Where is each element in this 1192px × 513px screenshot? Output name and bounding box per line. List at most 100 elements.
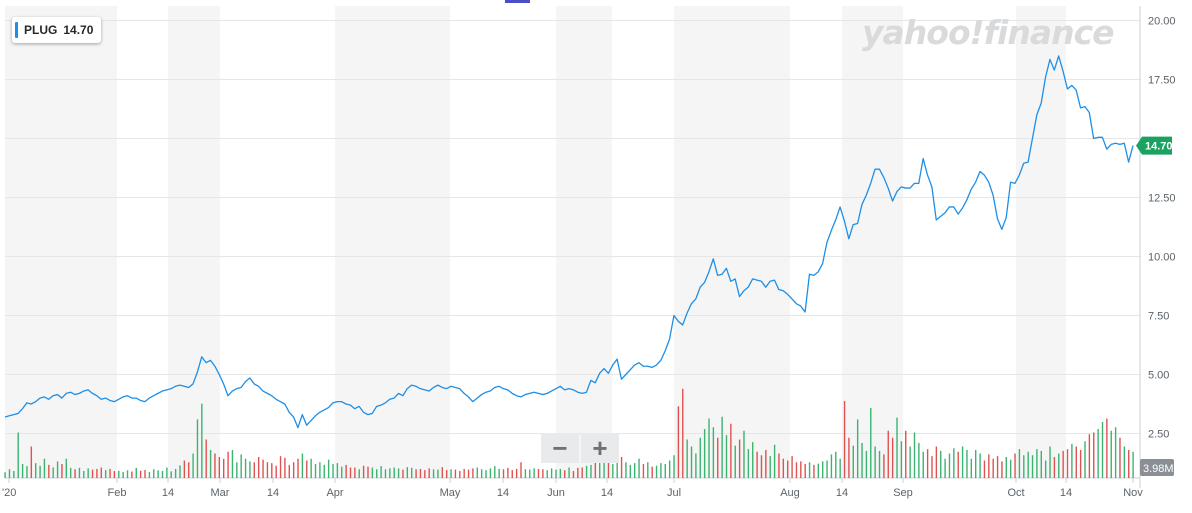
x-tick-label: 14: [601, 487, 613, 499]
volume-bar: [1009, 459, 1012, 479]
volume-bar: [975, 450, 977, 478]
volume-bar: [756, 451, 758, 478]
volume-bar: [585, 465, 588, 478]
volume-bar: [1110, 430, 1112, 478]
volume-bar: [157, 470, 159, 478]
volume-bar: [769, 456, 771, 479]
volume-bar: [900, 441, 903, 478]
x-tick-label: Mar: [211, 487, 230, 499]
volume-bar: [529, 469, 531, 478]
volume-bar: [568, 467, 570, 478]
volume-bar: [660, 463, 662, 479]
volume-bar: [830, 454, 833, 479]
volume-bar: [957, 451, 959, 478]
volume-bar: [581, 467, 583, 478]
volume-bar: [1001, 461, 1003, 479]
volume-bar: [109, 468, 111, 478]
volume-bar: [472, 468, 474, 479]
volume-bar: [148, 471, 151, 479]
volume-bar: [979, 453, 981, 478]
volume-bar: [870, 408, 872, 478]
x-tick-label: Apr: [326, 487, 343, 499]
volume-bar: [992, 458, 994, 478]
volume-bar: [502, 469, 505, 478]
volume-label: 3.98M: [1143, 463, 1174, 475]
volume-bar: [821, 461, 824, 479]
volume-bar: [843, 401, 846, 478]
volume-bar: [445, 470, 448, 479]
volume-bar: [922, 451, 924, 478]
y-tick-label: 20.00: [1148, 16, 1176, 28]
volume-bar: [682, 388, 684, 478]
volume-bar: [629, 464, 632, 479]
volume-bar: [402, 469, 404, 478]
volume-bar: [100, 467, 102, 478]
volume-bar: [284, 457, 286, 479]
volume-bar: [1023, 455, 1025, 478]
volume-bar: [397, 468, 400, 479]
month-band: [842, 6, 903, 478]
series-color-swatch: [15, 22, 18, 38]
x-tick-label: 14: [836, 487, 848, 499]
volume-bar: [56, 461, 59, 479]
volume-bar: [48, 464, 50, 479]
volume-bar: [677, 406, 680, 478]
volume-bar: [743, 430, 745, 478]
volume-bar: [852, 445, 854, 479]
volume-bar: [153, 469, 155, 478]
volume-bar: [599, 461, 601, 479]
volume-bar: [651, 466, 653, 479]
volume-bar: [266, 462, 269, 478]
volume-bar: [603, 457, 605, 478]
volume-bar: [944, 458, 946, 478]
volume-bar: [642, 464, 645, 478]
volume-bar: [970, 458, 973, 478]
zoom-in-button[interactable]: +: [581, 433, 619, 463]
volume-bar: [1088, 434, 1091, 478]
y-tick-label: 7.50: [1148, 311, 1169, 323]
x-tick-label: Sep: [893, 487, 913, 499]
volume-bar: [323, 464, 325, 479]
volume-bar: [367, 466, 369, 479]
volume-bar: [196, 419, 199, 479]
volume-bar: [633, 463, 636, 479]
volume-bar: [537, 468, 540, 478]
volume-bar: [782, 458, 785, 478]
volume-bar: [804, 464, 806, 478]
volume-bar: [813, 464, 815, 479]
volume-bar: [371, 467, 374, 478]
volume-bar: [856, 419, 859, 479]
volume-bar: [909, 446, 911, 478]
x-tick-label: 14: [267, 487, 279, 499]
volume-bar: [620, 457, 623, 478]
x-tick-label: Nov: [1123, 487, 1143, 499]
x-tick-label: Oct: [1007, 487, 1024, 499]
volume-bar: [179, 465, 181, 478]
ticker-legend[interactable]: PLUG 14.70: [12, 17, 102, 43]
volume-bar: [808, 462, 811, 478]
volume-bar: [721, 416, 723, 478]
volume-bar: [30, 446, 33, 478]
volume-bar: [91, 469, 94, 478]
volume-bar: [139, 470, 142, 478]
volume-bar: [935, 446, 938, 478]
volume-bar: [817, 463, 820, 478]
volume-bar: [96, 468, 98, 478]
zoom-out-button[interactable]: −: [541, 433, 579, 463]
volume-bar: [214, 453, 216, 478]
volume-bar: [835, 451, 837, 478]
volume-bar: [17, 432, 19, 478]
x-tick-label: 14: [162, 487, 174, 499]
volume-bar: [104, 470, 107, 479]
volume-bar: [734, 445, 736, 479]
volume-bar: [625, 462, 627, 478]
volume-bar: [65, 458, 68, 478]
x-tick-label: '20: [2, 487, 16, 499]
y-tick-label: 10.00: [1148, 252, 1176, 264]
volume-bar: [673, 455, 675, 478]
volume-bar: [1071, 443, 1073, 479]
volume-bar: [1097, 429, 1099, 478]
ticker-value: 14.70: [63, 23, 94, 37]
volume-bar: [559, 468, 562, 478]
